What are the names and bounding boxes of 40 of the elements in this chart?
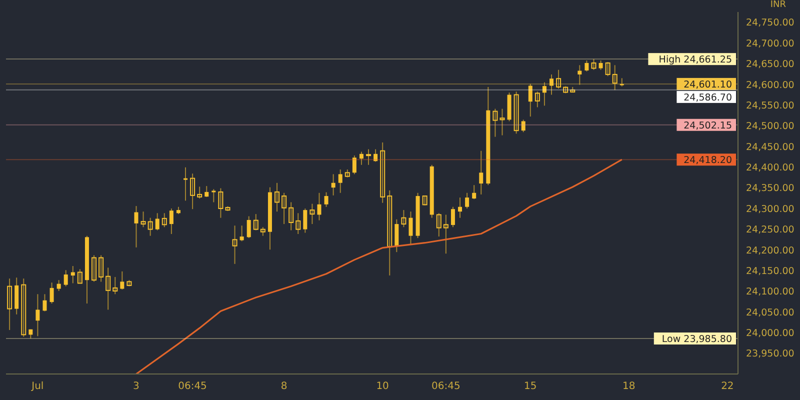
y-tick-label: 24,750.00 [746, 18, 794, 29]
y-tick-label: 24,700.00 [746, 38, 794, 50]
y-tick-label: 24,000.00 [746, 328, 794, 339]
y-tick-label: 24,400.00 [746, 162, 794, 174]
y-axis-title: INR [770, 0, 786, 10]
y-tick-label: 24,600.00 [746, 80, 794, 91]
candlestick [605, 62, 610, 77]
candlestick [514, 91, 519, 134]
y-tick-label: 24,500.00 [746, 121, 794, 132]
ref-line-label: 24,586.70 [684, 92, 732, 104]
y-tick-label: 24,350.00 [746, 183, 794, 194]
ref-line-label: Low 23,985.80 [662, 334, 732, 346]
y-tick-label: 24,250.00 [746, 224, 794, 236]
ref-line-label: 24,502.15 [684, 120, 732, 132]
y-tick-label: 24,200.00 [746, 245, 794, 256]
candlestick [21, 278, 26, 338]
x-tick-label: 06:45 [178, 381, 207, 392]
y-tick-label: 24,550.00 [746, 100, 794, 112]
candlestick [77, 268, 82, 284]
y-tick-label: 24,300.00 [746, 204, 794, 215]
x-tick-label: 18 [622, 381, 636, 392]
x-tick-label: 8 [280, 381, 288, 392]
y-tick-label: 24,650.00 [746, 59, 794, 70]
y-tick-label: 24,050.00 [746, 307, 794, 318]
x-tick-label: 15 [524, 381, 537, 392]
x-tick-label: Jul [30, 381, 44, 392]
x-tick-label: 22 [721, 381, 734, 392]
ref-line-label: High 24,661.25 [658, 54, 732, 66]
y-tick-label: 23,950.00 [746, 348, 794, 360]
y-tick-label: 24,450.00 [746, 142, 794, 153]
x-tick-label: 3 [133, 381, 140, 392]
candlestick [92, 254, 97, 282]
line-series [135, 158, 623, 374]
candlestick [422, 196, 428, 206]
x-tick-label: 10 [376, 381, 389, 392]
ref-line-label: 24,601.10 [684, 79, 732, 90]
ref-line-label: 24,418.20 [684, 155, 732, 166]
x-tick-label: 06:45 [431, 381, 460, 392]
y-tick-label: 24,150.00 [746, 266, 794, 277]
y-tick-label: 24,100.00 [746, 286, 794, 298]
